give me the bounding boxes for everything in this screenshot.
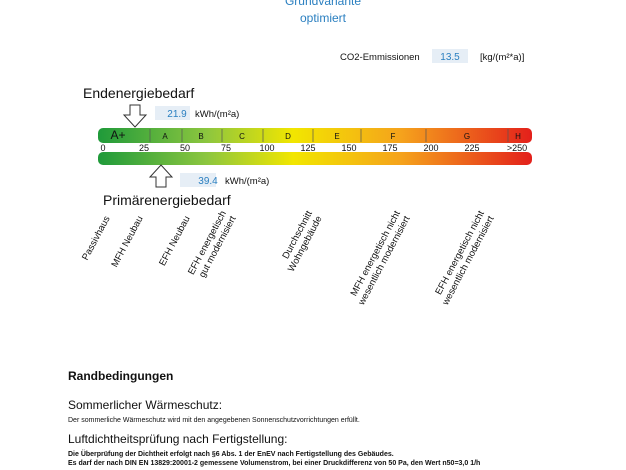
- condition-line: Der sommerliche Wärmeschutz wird mit den…: [68, 417, 360, 424]
- tick-label: 175: [382, 143, 397, 153]
- class-bar: [98, 128, 532, 143]
- condition-heading: Sommerlicher Wärmeschutz:: [68, 398, 222, 412]
- scale: A+ A B C D E F G H 0 25 50 75 100 125 150 175 200 225 >250: [100, 128, 527, 153]
- building-type-line: EFH Neubau: [157, 214, 192, 268]
- building-type: EFH energetisch nichtwesentlich modernis…: [430, 209, 497, 308]
- class-label: A+: [110, 128, 125, 142]
- tick-label: 50: [180, 143, 190, 153]
- co2-box: [432, 49, 468, 63]
- tick-label: 200: [423, 143, 438, 153]
- class-label: H: [515, 132, 521, 141]
- class-label: C: [239, 132, 245, 141]
- title: Grundvariante: [285, 0, 361, 8]
- class-label: E: [334, 132, 339, 141]
- end-value: 21.9: [167, 109, 187, 120]
- end-unit: kWh/(m²a): [195, 109, 239, 120]
- primary-unit: kWh/(m²a): [225, 176, 269, 187]
- tick-label: 125: [300, 143, 315, 153]
- tick-label: 25: [139, 143, 149, 153]
- primary-label: Primärenergiebedarf: [103, 192, 231, 208]
- building-type-line: MFH Neubau: [109, 214, 145, 269]
- primary-box: [180, 173, 216, 187]
- building-type: DurchschnittWohngebäude: [276, 209, 325, 274]
- tick-label: 75: [221, 143, 231, 153]
- tick-strip: [98, 143, 532, 152]
- co2-value: 13.5: [440, 52, 460, 63]
- building-type: MFH Neubau: [109, 214, 145, 269]
- tick-label: 225: [464, 143, 479, 153]
- end-arrow: [122, 104, 148, 128]
- co2-unit: [kg/(m²*a)]: [480, 52, 524, 63]
- class-label: D: [285, 132, 291, 141]
- building-type-line: Passivhaus: [80, 214, 113, 262]
- end-box: [155, 106, 190, 120]
- condition-line: Die Überprüfung der Dichtheit erfolgt na…: [68, 449, 394, 458]
- tick-label: 0: [100, 143, 105, 153]
- primary-value: 39.4: [198, 176, 218, 187]
- building-type: Passivhaus: [80, 214, 113, 262]
- conditions: Sommerlicher Wärmeschutz: Der sommerliche…: [68, 398, 480, 467]
- building-type: EFH Neubau: [157, 214, 192, 268]
- tick-label: 100: [259, 143, 274, 153]
- building-type: MFH energetisch nichtwesentlich modernis…: [346, 209, 413, 308]
- class-label: F: [391, 132, 396, 141]
- class-label: B: [198, 132, 203, 141]
- class-label: G: [464, 132, 470, 141]
- condition-heading: Luftdichtheitsprüfung nach Fertigstellun…: [68, 432, 287, 446]
- section-title: Randbedingungen: [68, 369, 173, 383]
- condition-line: Es darf der nach DIN EN 13829:20001-2 ge…: [68, 460, 480, 467]
- primary-arrow: [148, 164, 174, 188]
- building-type: EFH energetischgut modernisiert: [186, 209, 239, 282]
- tick-label: 150: [341, 143, 356, 153]
- subtitle: optimiert: [300, 11, 347, 25]
- class-label: A: [162, 132, 168, 141]
- co2-label: CO2-Emmissionen: [340, 52, 420, 63]
- tick-label: >250: [507, 143, 527, 153]
- primary-bar: [98, 152, 532, 165]
- end-energy-label: Endenergiebedarf: [83, 85, 194, 101]
